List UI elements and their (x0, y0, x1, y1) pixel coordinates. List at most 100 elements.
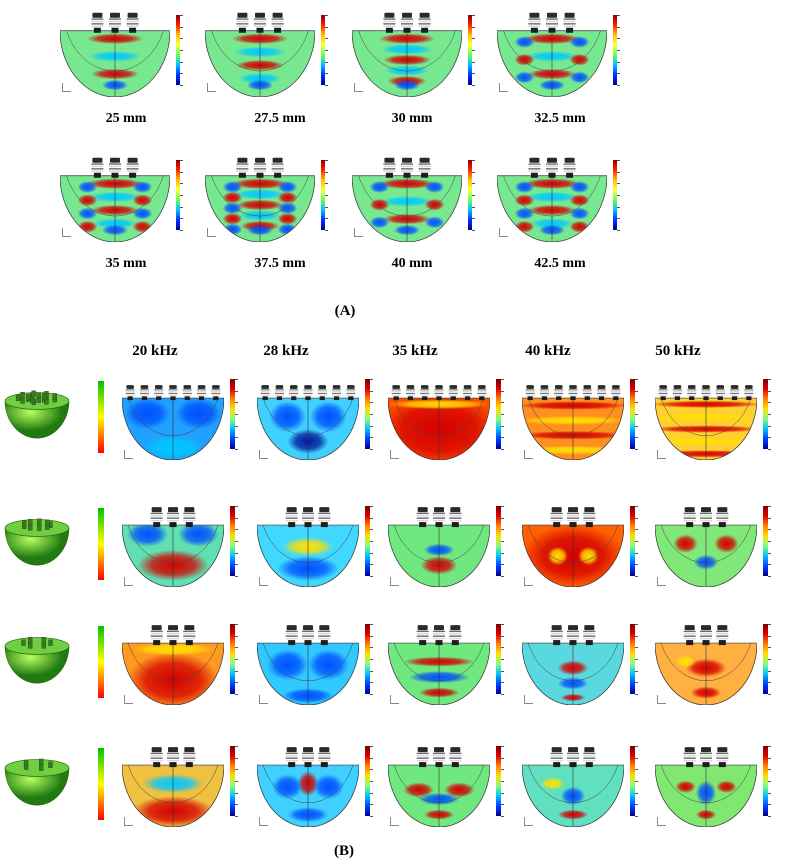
colorbar-tick (635, 576, 638, 577)
colorbar-tick (235, 757, 238, 759)
axis-triad-icon (259, 695, 268, 704)
colorbar-tick (235, 402, 238, 404)
colorbar-tick (325, 61, 328, 63)
colorbar-tick (370, 437, 373, 439)
field-plot-b-svg (522, 507, 624, 587)
colorbar-tick (180, 61, 183, 63)
colorbar-tick (635, 694, 638, 695)
axis-triad-icon (259, 577, 268, 586)
colorbar-tick (617, 160, 620, 161)
field-plot-b-svg (655, 747, 757, 827)
axis-triad-icon (657, 695, 666, 704)
colorbar-tick (501, 449, 504, 450)
colorbar-tick (768, 552, 771, 554)
colorbar-b (763, 746, 768, 816)
field-plot-b (388, 619, 490, 705)
field-plot-b (655, 619, 757, 705)
colorbar-tick (235, 816, 238, 817)
colorbar-tick (325, 183, 328, 185)
colorbar-tick (617, 50, 620, 51)
colorbar-tick (768, 506, 771, 507)
colorbar-tick (635, 624, 638, 625)
colorbar-tick (501, 804, 504, 806)
axis-triad-icon (124, 695, 133, 704)
axis-triad-icon (390, 577, 399, 586)
colorbar-tick (180, 218, 183, 220)
field-plot-b-svg (522, 625, 624, 705)
colorbar-tick (501, 624, 504, 625)
colorbar-b (763, 379, 768, 449)
field-plot-b-svg (655, 625, 757, 705)
field-plot-b (522, 374, 624, 460)
colorbar-tick (180, 160, 183, 161)
colorbar-tick (180, 206, 183, 208)
colorbar-tick (501, 635, 504, 637)
colorbar-tick (501, 517, 504, 519)
colorbar-tick (635, 746, 638, 747)
field-plot-b (522, 741, 624, 827)
field-plot-b (122, 741, 224, 827)
colorbar-tick (180, 50, 183, 51)
axis-triad-icon (524, 577, 533, 586)
colorbar-tick (235, 390, 238, 392)
field-plot-b-svg (122, 625, 224, 705)
colorbar-b (496, 624, 501, 694)
displacement-colorbar (98, 748, 104, 820)
colorbar-tick (635, 552, 638, 554)
field-plot-b (122, 619, 224, 705)
colorbar-tick (235, 781, 238, 782)
colorbar-b (630, 746, 635, 816)
field-plot-b (522, 501, 624, 587)
axis-triad-icon (207, 228, 216, 237)
colorbar-tick (501, 746, 504, 747)
field-plot-b-svg (655, 385, 757, 460)
colorbar-tick (768, 414, 771, 415)
colorbar-a (176, 160, 180, 230)
axis-triad-icon (657, 577, 666, 586)
colorbar-tick (768, 379, 771, 380)
colorbar-tick (768, 635, 771, 637)
colorbar-tick (370, 624, 373, 625)
colorbar-b (365, 506, 370, 576)
colorbar-b (630, 624, 635, 694)
colorbar-tick (235, 425, 238, 427)
colorbar-tick (617, 218, 620, 220)
colorbar-tick (635, 647, 638, 649)
colorbar-tick (635, 659, 638, 660)
colorbar-tick (768, 670, 771, 672)
field-plot-a-row1 (497, 5, 607, 97)
colorbar-b (230, 746, 235, 816)
field-plot-b (388, 741, 490, 827)
colorbar-tick (501, 414, 504, 415)
label-27-5mm: 27.5 mm (254, 111, 306, 126)
colorbar-b (230, 379, 235, 449)
colorbar-tick (235, 659, 238, 660)
colorbar-tick (370, 792, 373, 794)
field-plot-a-row1 (352, 5, 462, 97)
colorbar-tick (501, 541, 504, 542)
colorbar-tick (472, 61, 475, 63)
colorbar-b (230, 506, 235, 576)
colorbar-tick (235, 541, 238, 542)
colorbar-tick (768, 746, 771, 747)
colorbar-b (365, 746, 370, 816)
colorbar-tick (635, 769, 638, 771)
colorbar-tick (235, 529, 238, 531)
colorbar-tick (768, 659, 771, 660)
label-25mm: 25 mm (105, 111, 147, 126)
axis-triad-icon (499, 83, 508, 92)
field-plot-b-svg (388, 385, 490, 460)
colorbar-tick (180, 195, 183, 196)
colorbar-tick (617, 15, 620, 16)
field-plot-b-svg (257, 747, 359, 827)
colorbar-tick (235, 624, 238, 625)
colorbar-b (630, 506, 635, 576)
colorbar-tick (635, 781, 638, 782)
panel-a-label: (A) (334, 303, 356, 319)
colorbar-tick (370, 390, 373, 392)
axis-triad-icon (354, 228, 363, 237)
colorbar-tick (235, 792, 238, 794)
colorbar-tick (635, 757, 638, 759)
colorbar-tick (235, 576, 238, 577)
colorbar-tick (235, 769, 238, 771)
